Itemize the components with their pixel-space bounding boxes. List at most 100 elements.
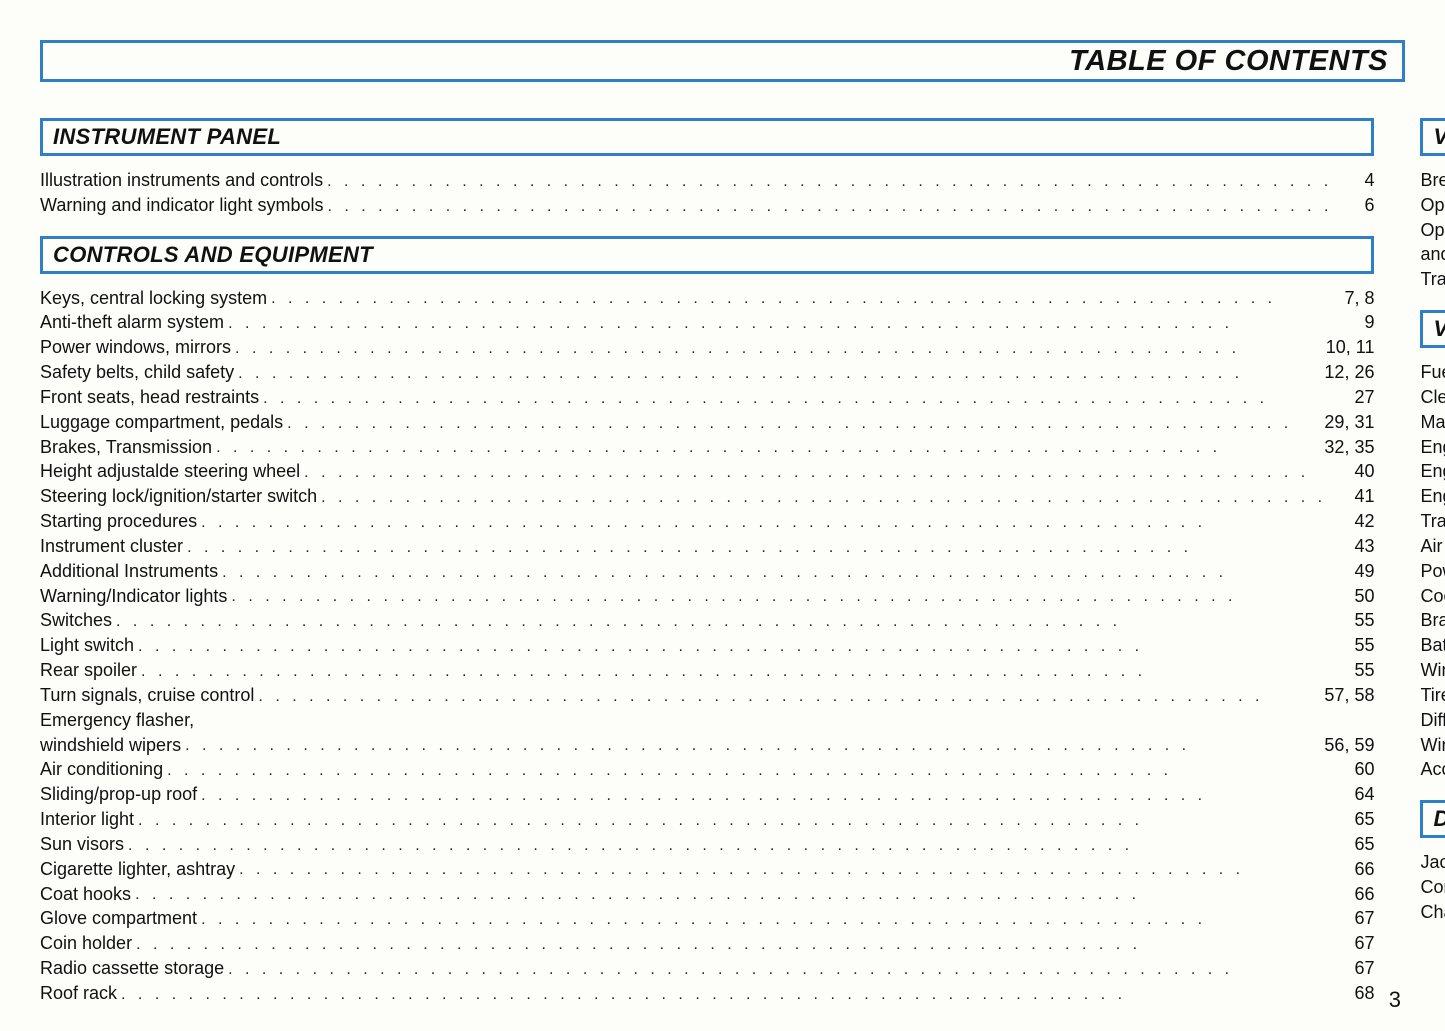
toc-entry: Coat hooks . . . . . . . . . . . . . . .…: [40, 882, 1374, 907]
toc-entry-text: Engine oil filter: [1420, 484, 1445, 509]
toc-entry: Cleaning and protection . . . . . . . . …: [1420, 385, 1445, 410]
toc-entry-text: Engine oil: [1420, 459, 1445, 484]
toc-entry-page: 12, 26: [1324, 360, 1374, 385]
toc-entry: Warning/Indicator lights . . . . . . . .…: [40, 584, 1374, 609]
toc-entry-text: Fuel tank, fuel supply: [1420, 360, 1445, 385]
toc-entry-text: Cooling system: [1420, 584, 1445, 609]
toc-entry-continuation: Operate your vehicle economically: [1420, 218, 1445, 243]
toc-entry: Switches . . . . . . . . . . . . . . . .…: [40, 608, 1374, 633]
toc-entry-page: 67: [1336, 906, 1374, 931]
toc-entry: Air cleaner . . . . . . . . . . . . . . …: [1420, 534, 1445, 559]
toc-entry: Difficult operating conditions . . . . .…: [1420, 708, 1445, 733]
toc-entry: Brake fluid . . . . . . . . . . . . . . …: [1420, 608, 1445, 633]
toc-entry-page: 40: [1336, 459, 1374, 484]
toc-entry-text: Trailer towing: [1420, 267, 1445, 292]
toc-entry-page: 68: [1336, 981, 1374, 1006]
toc-entry: Transmission fluids . . . . . . . . . . …: [1420, 509, 1445, 534]
toc-entry-text: Power windows, mirrors: [40, 335, 231, 360]
page-title: TABLE OF CONTENTS: [1069, 45, 1388, 78]
toc-entry-text: Windshield washers/wipers: [1420, 658, 1445, 683]
toc-entry-text: Rear spoiler: [40, 658, 137, 683]
toc-entry: Light switch . . . . . . . . . . . . . .…: [40, 633, 1374, 658]
toc-entry: Roof rack . . . . . . . . . . . . . . . …: [40, 981, 1374, 1006]
toc-entry-text: Transmission fluids: [1420, 509, 1445, 534]
toc-entry: Turn signals, cruise control . . . . . .…: [40, 683, 1374, 708]
toc-entry-page: 9: [1336, 310, 1374, 335]
toc-entry-text: Sun visors: [40, 832, 124, 857]
toc-entry-text: Jack and tools: [1420, 850, 1445, 875]
toc-entry-page: 67: [1336, 931, 1374, 956]
toc-dots: . . . . . . . . . . . . . . . . . . . . …: [137, 661, 1336, 683]
toc-entry: Steering lock/ignition/starter switch . …: [40, 484, 1374, 509]
toc-entry: Keys, central locking system . . . . . .…: [40, 286, 1374, 311]
toc-column: VEHICLE OPERATION Break-in period – and a…: [1420, 100, 1445, 1006]
toc-entry-text: Sliding/prop-up roof: [40, 782, 197, 807]
toc-entry: Coin holder . . . . . . . . . . . . . . …: [40, 931, 1374, 956]
toc-entry-page: 49: [1336, 559, 1374, 584]
toc-dots: . . . . . . . . . . . . . . . . . . . . …: [254, 686, 1324, 708]
toc-entry: Height adjustalde steering wheel . . . .…: [40, 459, 1374, 484]
toc-dots: . . . . . . . . . . . . . . . . . . . . …: [267, 288, 1336, 310]
toc-dots: . . . . . . . . . . . . . . . . . . . . …: [283, 413, 1324, 435]
toc-entry: Anti-theft alarm system . . . . . . . . …: [40, 310, 1374, 335]
toc-entry-text: Additional Instruments: [40, 559, 218, 584]
toc-entry-page: 65: [1336, 807, 1374, 832]
toc-entry-text: Engine hood, engine compartment: [1420, 435, 1445, 460]
toc-entry-text: Coat hooks: [40, 882, 131, 907]
section-heading: VEHICLE OPERATION: [1420, 118, 1445, 156]
toc-entry-text: Break-in period – and afterwards: [1420, 168, 1445, 193]
toc-entry: Battery . . . . . . . . . . . . . . . . …: [1420, 633, 1445, 658]
toc-dots: . . . . . . . . . . . . . . . . . . . . …: [231, 338, 1326, 360]
toc-dots: . . . . . . . . . . . . . . . . . . . . …: [235, 859, 1336, 881]
toc-dots: . . . . . . . . . . . . . . . . . . . . …: [227, 586, 1336, 608]
toc-dots: . . . . . . . . . . . . . . . . . . . . …: [212, 437, 1324, 459]
toc-dots: . . . . . . . . . . . . . . . . . . . . …: [134, 810, 1336, 832]
toc-entry-text: Interior light: [40, 807, 134, 832]
toc-dots: . . . . . . . . . . . . . . . . . . . . …: [124, 835, 1336, 857]
section-heading-label: INSTRUMENT PANEL: [53, 124, 281, 150]
toc-entry: Brakes, Transmission . . . . . . . . . .…: [40, 435, 1374, 460]
toc-dots: . . . . . . . . . . . . . . . . . . . . …: [117, 984, 1336, 1006]
toc-dots: . . . . . . . . . . . . . . . . . . . . …: [183, 537, 1336, 559]
toc-entry-text: Brakes, Transmission: [40, 435, 212, 460]
toc-dots: . . . . . . . . . . . . . . . . . . . . …: [323, 171, 1336, 193]
toc-dots: . . . . . . . . . . . . . . . . . . . . …: [163, 760, 1336, 782]
toc-entry-page: 6: [1336, 193, 1374, 218]
toc-entry-text: Roof rack: [40, 981, 117, 1006]
toc-column: INSTRUMENT PANELIllustration instruments…: [40, 100, 1374, 1006]
toc-dots: . . . . . . . . . . . . . . . . . . . . …: [224, 959, 1336, 981]
toc-entry: Sun visors . . . . . . . . . . . . . . .…: [40, 832, 1374, 857]
toc-entry-page: 55: [1336, 658, 1374, 683]
toc-entry: Power windows, mirrors . . . . . . . . .…: [40, 335, 1374, 360]
toc-entry: Instrument cluster . . . . . . . . . . .…: [40, 534, 1374, 559]
toc-entry-page: 66: [1336, 882, 1374, 907]
section-heading: DO-IT-YOURSELF SERVICE: [1420, 800, 1445, 838]
toc-entry: Interior light . . . . . . . . . . . . .…: [40, 807, 1374, 832]
toc-dots: . . . . . . . . . . . . . . . . . . . . …: [134, 636, 1336, 658]
toc-entry: Cooling system . . . . . . . . . . . . .…: [1420, 584, 1445, 609]
page-title-box: TABLE OF CONTENTS: [40, 40, 1405, 82]
toc-entry-page: 55: [1336, 633, 1374, 658]
toc-entry-continuation: Emergency flasher,: [40, 708, 1374, 733]
toc-entry: Safety belts, child safety . . . . . . .…: [40, 360, 1374, 385]
toc-dots: . . . . . . . . . . . . . . . . . . . . …: [131, 884, 1336, 906]
toc-entry-text: Compact spare wheel: [1420, 875, 1445, 900]
toc-entry: Accessories . . . . . . . . . . . . . . …: [1420, 757, 1445, 782]
toc-entry: windshield wipers . . . . . . . . . . . …: [40, 733, 1374, 758]
toc-entry: and minimize pollution . . . . . . . . .…: [1420, 242, 1445, 267]
toc-entry-page: 56, 59: [1324, 733, 1374, 758]
toc-dots: . . . . . . . . . . . . . . . . . . . . …: [234, 363, 1324, 385]
toc-dots: . . . . . . . . . . . . . . . . . . . . …: [197, 785, 1336, 807]
section-heading: CONTROLS AND EQUIPMENT: [40, 236, 1374, 274]
toc-entry-text: Anti-theft alarm system: [40, 310, 224, 335]
toc-entry: Warning and indicator light symbols . . …: [40, 193, 1374, 218]
toc-entry-page: 10, 11: [1326, 335, 1375, 360]
toc-entry-page: 50: [1336, 584, 1374, 609]
toc-entry-text: Instrument cluster: [40, 534, 183, 559]
toc-entry-text: Steering lock/ignition/starter switch: [40, 484, 317, 509]
toc-entry-text: Warning/Indicator lights: [40, 584, 227, 609]
toc-entry: Power steering . . . . . . . . . . . . .…: [1420, 559, 1445, 584]
toc-entry: Operate your vehicle safety . . . . . . …: [1420, 193, 1445, 218]
toc-entry-page: 32, 35: [1324, 435, 1374, 460]
toc-entry: Jack and tools . . . . . . . . . . . . .…: [1420, 850, 1445, 875]
